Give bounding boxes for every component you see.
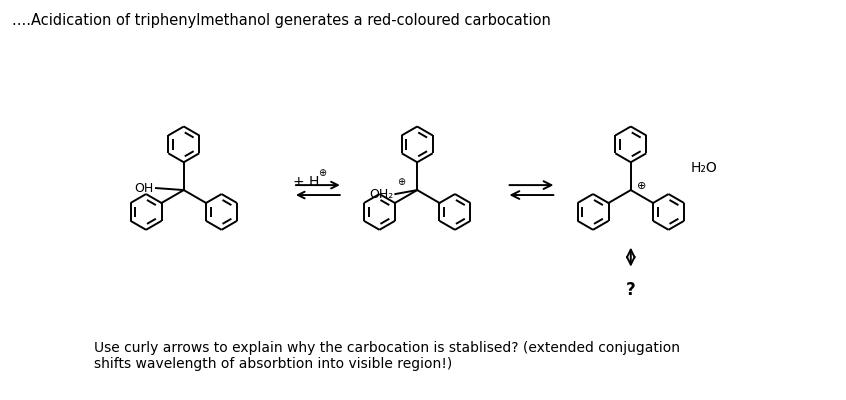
Text: + H: + H: [293, 175, 320, 189]
Text: Use curly arrows to explain why the carbocation is stablised? (extended conjugat: Use curly arrows to explain why the carb…: [95, 341, 680, 355]
Text: ⊕: ⊕: [398, 177, 405, 187]
Text: ?: ?: [626, 282, 635, 300]
Text: OH₂: OH₂: [369, 188, 393, 200]
Text: shifts wavelength of absorbtion into visible region!): shifts wavelength of absorbtion into vis…: [95, 357, 453, 371]
Text: ....Acidication of triphenylmethanol generates a red-coloured carbocation: ....Acidication of triphenylmethanol gen…: [12, 13, 551, 28]
Text: ⊕: ⊕: [637, 181, 646, 191]
Text: ⊕: ⊕: [318, 168, 326, 178]
Text: OH: OH: [135, 182, 154, 194]
Text: H₂O: H₂O: [690, 161, 717, 175]
